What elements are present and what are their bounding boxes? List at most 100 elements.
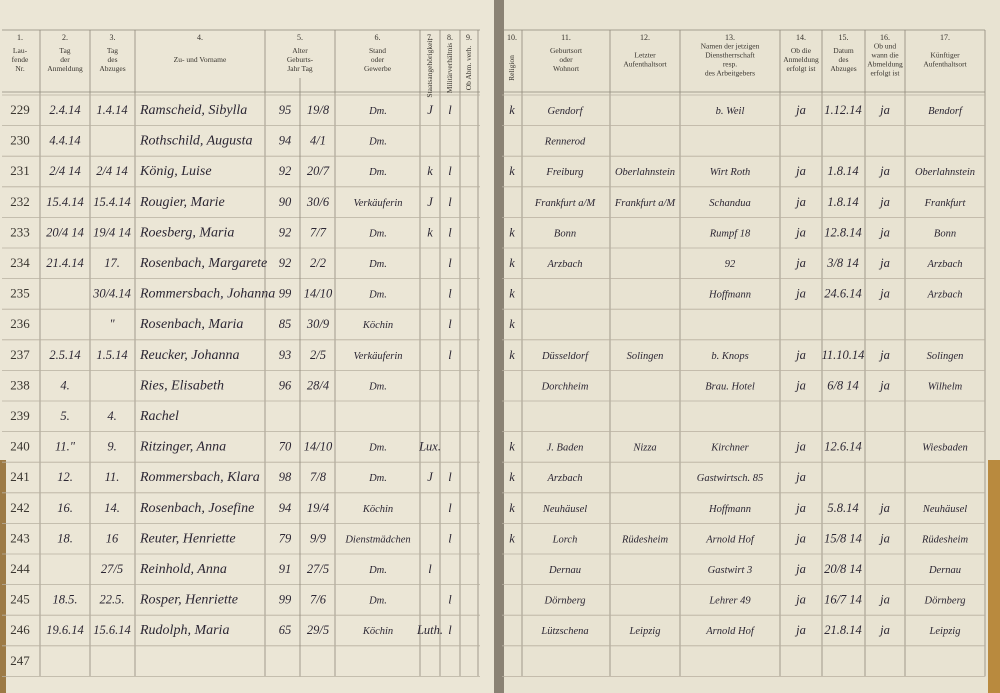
- entry: Rosenbach, Margarete: [139, 256, 267, 271]
- entry: ja: [794, 562, 806, 576]
- entry: Schandua: [709, 198, 750, 209]
- entry: Rosenbach, Josefine: [139, 501, 254, 516]
- entry: 27/5: [307, 562, 329, 576]
- column-number: 2.: [62, 33, 68, 42]
- column-header: Abzuges: [99, 64, 125, 73]
- entry: ja: [878, 103, 890, 117]
- entry: ja: [878, 256, 890, 270]
- entry: Düsseldorf: [541, 351, 590, 362]
- entry: Rüdesheim: [921, 534, 968, 545]
- entry: ja: [794, 164, 806, 178]
- entry: 20/4 14: [46, 225, 84, 239]
- entry: l: [448, 256, 452, 270]
- entry: 93: [279, 348, 292, 362]
- entry: Nizza: [632, 443, 656, 454]
- column-number: 7.: [427, 33, 433, 42]
- entry: l: [448, 531, 452, 545]
- entry: Reucker, Johanna: [139, 348, 240, 363]
- column-number: 6.: [375, 33, 381, 42]
- entry: 94: [279, 134, 292, 148]
- entry: 3/8 14: [826, 256, 859, 270]
- column-header: Tag: [59, 46, 70, 55]
- column-header: Ob und: [874, 42, 897, 51]
- entry: Dm.: [368, 290, 387, 301]
- column-header: Jahr Tag: [287, 64, 313, 73]
- entry: l: [448, 348, 452, 362]
- entry: Rumpf 18: [709, 228, 751, 239]
- entry: Dm.: [368, 259, 387, 270]
- column-number: 10.: [507, 33, 517, 42]
- entry: Arnold Hof: [705, 626, 756, 637]
- entry: 90: [279, 195, 292, 209]
- entry: Frankfurt a/M: [614, 198, 677, 209]
- entry: Leipzig: [929, 626, 961, 637]
- entry: Rennerod: [544, 137, 586, 148]
- column-header: Staatsangehörigkeit: [425, 38, 434, 98]
- column-header: Künftiger: [930, 51, 960, 60]
- column-number: 12.: [640, 33, 650, 42]
- column-number: 14.: [796, 33, 806, 42]
- entry: Leipzig: [629, 626, 661, 637]
- entry: 1.8.14: [827, 164, 858, 178]
- entry: 16.: [57, 501, 73, 515]
- column-header: Tag: [107, 46, 118, 55]
- entry: ja: [794, 287, 806, 301]
- entry: ja: [794, 348, 806, 362]
- entry: Ries, Elisabeth: [139, 378, 224, 393]
- entry: 19/4: [307, 501, 329, 515]
- entry: 92: [279, 164, 292, 178]
- entry: 14/10: [304, 440, 333, 454]
- entry: Freiburg: [545, 167, 583, 178]
- entry: Arzbach: [547, 259, 583, 270]
- entry: Lehrer 49: [708, 596, 751, 607]
- entry: 1.8.14: [827, 195, 858, 209]
- column-header: Stand: [369, 46, 386, 55]
- entry: 14.: [104, 501, 120, 515]
- row-number: 242: [10, 500, 30, 515]
- entry: Ramscheid, Sibylla: [139, 103, 247, 118]
- entry: 29/5: [307, 623, 329, 637]
- entry: ja: [794, 440, 806, 454]
- entry: 16/7 14: [824, 593, 862, 607]
- entry: Reinhold, Anna: [139, 562, 227, 577]
- column-number: 5.: [297, 33, 303, 42]
- row-number: 239: [10, 408, 30, 423]
- entry: Dm.: [368, 137, 387, 148]
- entry: J. Baden: [547, 443, 584, 454]
- column-header: wann die: [871, 51, 899, 60]
- entry: 9/9: [310, 531, 327, 545]
- entry: 2.5.14: [49, 348, 80, 362]
- entry: 18.5.: [53, 593, 78, 607]
- column-header: Militärverhältnis: [445, 43, 454, 93]
- entry: J: [427, 195, 434, 209]
- entry: Rougier, Marie: [139, 195, 225, 210]
- entry: 14/10: [304, 287, 333, 301]
- entry: Bendorf: [928, 106, 964, 117]
- entry: Lux.: [418, 440, 441, 454]
- entry: ja: [878, 593, 890, 607]
- entry: Roesberg, Maria: [139, 225, 234, 240]
- entry: Arzbach: [547, 473, 583, 484]
- entry: Dm.: [368, 596, 387, 607]
- entry: k: [509, 531, 515, 545]
- entry: Dm.: [368, 228, 387, 239]
- entry: ja: [794, 531, 806, 545]
- column-header: erfolgt ist: [871, 69, 901, 78]
- entry: 94: [279, 501, 292, 515]
- entry: Brau. Hotel: [705, 381, 755, 392]
- entry: 1.12.14: [824, 103, 862, 117]
- entry: 18.: [57, 531, 73, 545]
- entry: Ritzinger, Anna: [139, 440, 226, 455]
- entry: b. Weil: [716, 106, 745, 117]
- entry: ja: [794, 195, 806, 209]
- entry: 2/5: [310, 348, 326, 362]
- column-header: des Arbeitgebers: [705, 69, 755, 78]
- entry: 24.6.14: [824, 287, 862, 301]
- entry: Dernau: [928, 565, 961, 576]
- entry: 21.8.14: [824, 623, 862, 637]
- row-number: 244: [10, 561, 30, 576]
- column-number: 1.: [17, 33, 23, 42]
- entry: 7/6: [310, 593, 327, 607]
- column-number: 16.: [880, 33, 890, 42]
